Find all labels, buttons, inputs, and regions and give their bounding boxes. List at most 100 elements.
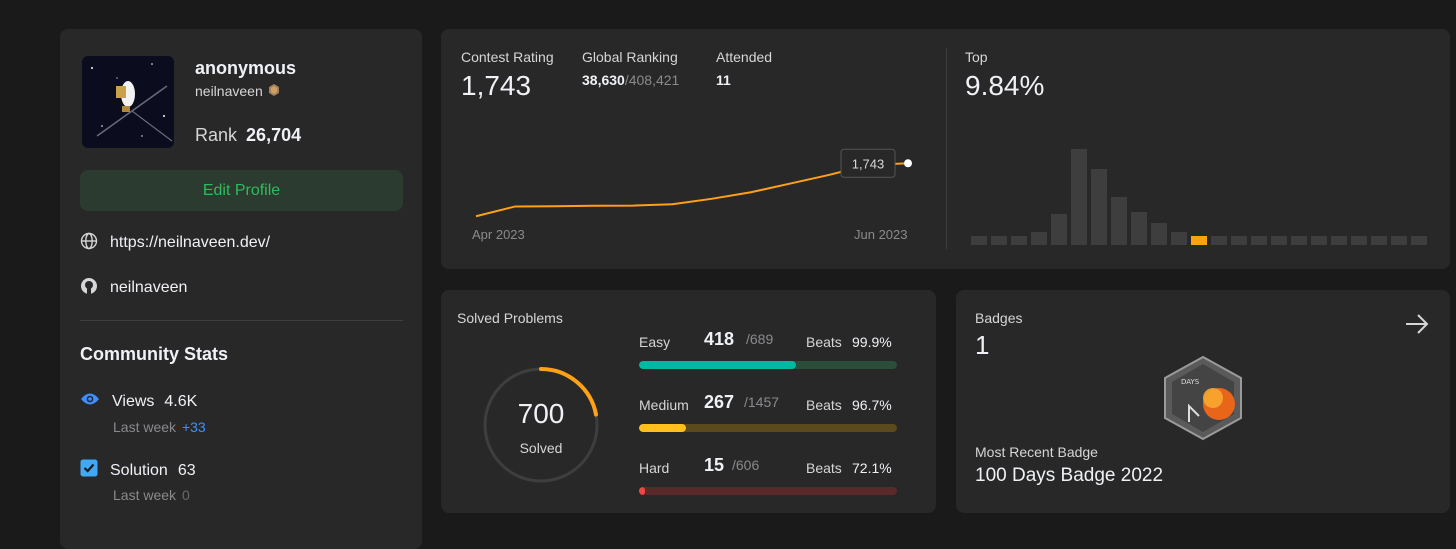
top-value: 9.84% xyxy=(965,70,1045,101)
recent-badge-name: 100 Days Badge 2022 xyxy=(975,465,1164,486)
hard-label: Hard xyxy=(639,460,670,476)
tooltip-text: 1,743 xyxy=(852,156,885,171)
rating-line-chart[interactable]: 1,743 xyxy=(461,129,951,249)
solved-total-label: Solved xyxy=(519,440,563,456)
easy-beats-label: Beats xyxy=(806,334,842,350)
histogram-bar xyxy=(1311,236,1327,245)
solution-stat: Solution 63 xyxy=(80,459,196,482)
recent-badge-label: Most Recent Badge xyxy=(975,444,1098,460)
histogram-bar xyxy=(1231,236,1247,245)
easy-progress-fill xyxy=(639,361,796,369)
attended-value: 11 xyxy=(716,72,731,88)
solved-ring xyxy=(483,367,599,483)
hard-progress-fill xyxy=(639,487,646,495)
checkbox-icon xyxy=(80,459,98,482)
last-point-dot[interactable] xyxy=(904,159,912,168)
histogram-bar xyxy=(1071,149,1087,245)
rank-value: 26,704 xyxy=(246,125,302,145)
views-value: 4.6K xyxy=(164,392,198,410)
histogram-bar xyxy=(1131,212,1147,245)
globe-icon xyxy=(80,232,98,255)
medium-count: 267 xyxy=(704,392,735,412)
website-link[interactable]: https://neilnaveen.dev/ xyxy=(80,231,270,255)
hard-progress-bar xyxy=(639,487,897,495)
contest-rating-card: Contest Rating 1,743 Global Ranking 38,6… xyxy=(441,29,1450,269)
histogram-bar xyxy=(1291,236,1307,245)
solved-problems-card: Solved Problems 700 Solved Easy 418 /689… xyxy=(441,290,936,513)
hard-count: 15 xyxy=(704,455,725,475)
histogram-bar xyxy=(1011,236,1027,245)
histogram-bar xyxy=(1111,197,1127,245)
histogram-bar xyxy=(1051,214,1067,245)
views-stat: Views 4.6K xyxy=(80,391,197,412)
easy-progress-bar xyxy=(639,361,897,369)
solution-last-week-label: Last week xyxy=(113,487,177,503)
solution-last-week: Last week 0 xyxy=(113,487,190,503)
x-label-start: Apr 2023 xyxy=(472,227,525,242)
histogram-bar xyxy=(1031,231,1047,245)
medium-progress-fill xyxy=(639,424,687,432)
histogram-bar xyxy=(971,236,987,245)
rating-value: 1,743 xyxy=(461,70,532,101)
badge-days-text: DAYS xyxy=(1181,378,1200,386)
community-stats-title: Community Stats xyxy=(80,344,229,364)
histogram-bar xyxy=(1171,231,1187,245)
attended-label: Attended xyxy=(716,49,773,65)
histogram-bar xyxy=(1211,236,1227,245)
hard-beats-label: Beats xyxy=(806,460,842,476)
medium-beats: 96.7% xyxy=(852,397,892,413)
avatar[interactable] xyxy=(82,56,174,148)
solution-last-week-value: 0 xyxy=(181,487,190,503)
histogram-bar xyxy=(1391,236,1407,245)
views-last-week-label: Last week xyxy=(113,419,177,435)
hard-beats: 72.1% xyxy=(852,460,892,476)
histogram-bar-current xyxy=(1191,236,1207,245)
rating-series-line xyxy=(475,162,909,218)
ranking: 38,630/408,421 xyxy=(582,72,679,88)
histogram-bar xyxy=(991,236,1007,245)
github-text: neilnaveen xyxy=(110,279,188,296)
ranking-value: 38,630 xyxy=(582,72,625,88)
tooltip-box xyxy=(840,148,896,178)
histogram-bar xyxy=(1251,236,1267,245)
github-link[interactable]: neilnaveen xyxy=(80,276,187,300)
rating-tooltip: 1,743 xyxy=(840,148,896,178)
100-days-badge-icon[interactable]: DAYS xyxy=(1161,354,1245,447)
histogram-bar xyxy=(1331,236,1347,245)
histogram-bar xyxy=(1371,236,1387,245)
views-last-week: Last week +33 xyxy=(113,419,206,435)
username-text: neilnaveen xyxy=(195,83,263,99)
rating-label: Contest Rating xyxy=(461,49,554,65)
easy-label: Easy xyxy=(639,334,671,350)
username: neilnaveen xyxy=(195,83,280,99)
website-text: https://neilnaveen.dev/ xyxy=(110,234,271,251)
badges-count: 1 xyxy=(975,330,990,360)
medium-total: /1457 xyxy=(744,394,780,410)
ranking-total: /408,421 xyxy=(624,72,680,88)
badges-title: Badges xyxy=(975,310,1023,326)
solution-label: Solution xyxy=(110,461,168,479)
eye-icon xyxy=(80,391,100,412)
ring-progress xyxy=(483,367,599,483)
solved-total: 700 xyxy=(517,398,565,429)
x-label-end: Jun 2023 xyxy=(854,227,908,242)
top-label: Top xyxy=(965,49,988,65)
medium-beats-label: Beats xyxy=(806,397,842,413)
vertical-divider xyxy=(946,48,947,249)
github-icon xyxy=(80,277,98,300)
hard-total: /606 xyxy=(732,457,760,473)
easy-total: /689 xyxy=(746,331,774,347)
medium-label: Medium xyxy=(639,397,689,413)
solution-value: 63 xyxy=(177,461,196,479)
display-name: anonymous xyxy=(195,58,297,78)
edit-profile-button[interactable]: Edit Profile xyxy=(80,170,403,211)
divider xyxy=(80,320,403,321)
badge-mini-icon xyxy=(268,83,280,99)
solved-title: Solved Problems xyxy=(457,310,563,326)
arrow-right-icon[interactable] xyxy=(1403,310,1431,343)
easy-beats: 99.9% xyxy=(852,334,892,350)
histogram-bar xyxy=(1271,236,1287,245)
rank: Rank 26,704 xyxy=(195,125,301,146)
ranking-label: Global Ranking xyxy=(582,49,678,65)
histogram-bar xyxy=(1351,236,1367,245)
